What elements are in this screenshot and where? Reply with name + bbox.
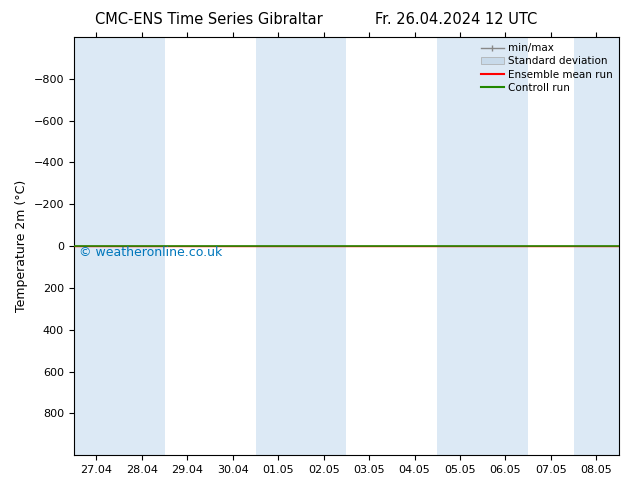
Bar	[437, 37, 528, 455]
Y-axis label: Temperature 2m (°C): Temperature 2m (°C)	[15, 180, 28, 312]
Bar	[74, 37, 165, 455]
Bar	[256, 37, 346, 455]
Text: Fr. 26.04.2024 12 UTC: Fr. 26.04.2024 12 UTC	[375, 12, 538, 27]
Legend: min/max, Standard deviation, Ensemble mean run, Controll run: min/max, Standard deviation, Ensemble me…	[477, 39, 617, 97]
Text: © weatheronline.co.uk: © weatheronline.co.uk	[79, 246, 223, 259]
Text: CMC-ENS Time Series Gibraltar: CMC-ENS Time Series Gibraltar	[95, 12, 323, 27]
Bar	[574, 37, 619, 455]
